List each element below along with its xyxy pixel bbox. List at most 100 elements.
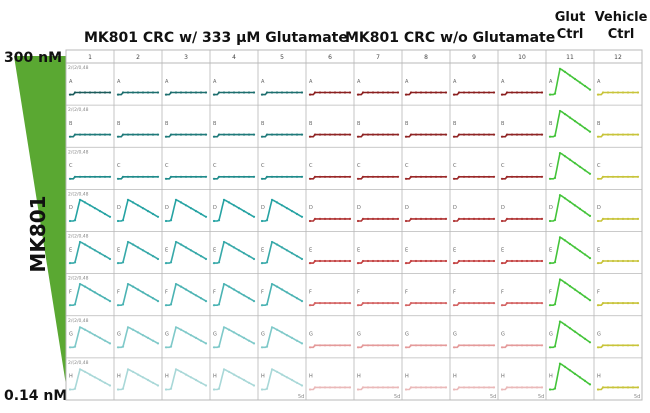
trace-point — [510, 344, 514, 347]
trace-point — [318, 175, 322, 178]
trace-point — [103, 212, 107, 216]
trace-point — [404, 262, 408, 265]
trace-point — [227, 91, 231, 94]
trace-point — [156, 342, 160, 345]
trace-point — [73, 387, 77, 390]
trace-point — [252, 175, 256, 178]
trace-point — [429, 91, 433, 94]
trace-point — [515, 91, 519, 94]
trace-point — [217, 345, 221, 348]
trace-point — [204, 300, 208, 303]
trace-point — [626, 344, 630, 347]
trace-point — [199, 381, 203, 384]
trace-point — [285, 334, 289, 337]
trace-point — [285, 376, 289, 379]
trace-point — [174, 175, 178, 178]
trace-point — [68, 346, 72, 349]
trace-point — [606, 91, 610, 94]
trace-point — [434, 133, 438, 136]
trace-point — [520, 91, 524, 94]
row-letter-label: D — [309, 205, 313, 211]
trace-point — [505, 133, 509, 136]
trace-point — [78, 326, 82, 329]
trace-point — [636, 259, 640, 263]
trace-point — [174, 283, 178, 286]
trace-point — [280, 175, 284, 178]
trace-point — [348, 386, 352, 389]
trace-point — [164, 262, 168, 265]
trace-line — [262, 283, 303, 307]
trace-line — [118, 198, 159, 222]
trace-point — [204, 257, 208, 261]
trace-point — [558, 152, 562, 155]
row-letter-label: E — [117, 247, 120, 253]
trace-point — [371, 217, 375, 220]
trace-point — [381, 386, 385, 389]
trace-point — [462, 133, 466, 136]
trace-point — [222, 368, 226, 371]
trace-point — [136, 133, 140, 136]
trace-point — [616, 175, 620, 178]
trace-point — [73, 133, 77, 136]
trace-point — [343, 217, 347, 220]
row-letter-label: C — [117, 163, 121, 169]
trace-point — [414, 217, 418, 220]
trace-point — [525, 133, 529, 136]
trace-point — [439, 217, 443, 220]
trace-point — [290, 91, 294, 94]
row-letter-label: B — [405, 121, 409, 127]
trace-point — [462, 91, 466, 94]
trace-point — [492, 386, 496, 389]
trace-point — [381, 344, 385, 347]
trace-point — [404, 304, 408, 307]
trace-point — [121, 219, 125, 222]
trace-point — [568, 158, 572, 161]
trace-line — [70, 240, 111, 264]
trace-point — [515, 259, 519, 263]
row-letter-label: A — [549, 79, 553, 85]
trace-point — [164, 219, 168, 223]
trace-point — [568, 327, 572, 330]
trace-point — [313, 386, 317, 389]
trace-point — [189, 334, 193, 337]
trace-point — [252, 215, 256, 218]
trace-point — [361, 259, 365, 263]
trace-point — [606, 175, 610, 178]
trace-point — [505, 302, 509, 305]
trace-line — [214, 198, 255, 222]
trace-point — [492, 344, 496, 347]
trace-point — [318, 259, 322, 263]
trace-point — [174, 240, 178, 244]
trace-point — [252, 133, 256, 136]
trace-point — [275, 91, 279, 94]
trace-point — [156, 215, 160, 218]
trace-point — [530, 133, 534, 136]
trace-point — [596, 388, 600, 391]
trace-point — [611, 133, 615, 136]
trace-point — [631, 344, 635, 347]
trace-point — [578, 123, 582, 126]
trace-point — [606, 259, 610, 263]
trace-point — [583, 379, 587, 382]
trace-point — [146, 175, 150, 178]
trace-line — [550, 278, 591, 307]
trace-point — [457, 91, 461, 94]
trace-point — [242, 210, 246, 213]
trace-point — [452, 262, 456, 265]
trace-point — [477, 344, 481, 347]
trace-point — [424, 133, 428, 136]
row-letter-label: H — [69, 374, 73, 380]
trace-point — [530, 217, 534, 220]
trace-point — [328, 175, 332, 178]
trace-point — [227, 133, 231, 136]
y-tick-label: 2/(2/0,48 — [68, 276, 89, 282]
trace-point — [510, 386, 514, 389]
trace-point — [467, 344, 471, 347]
trace-point — [343, 133, 347, 136]
trace-point — [151, 91, 155, 94]
trace-point — [553, 387, 557, 390]
trace-point — [242, 252, 246, 255]
column-number-label: 5 — [280, 54, 284, 61]
trace-point — [520, 133, 524, 136]
